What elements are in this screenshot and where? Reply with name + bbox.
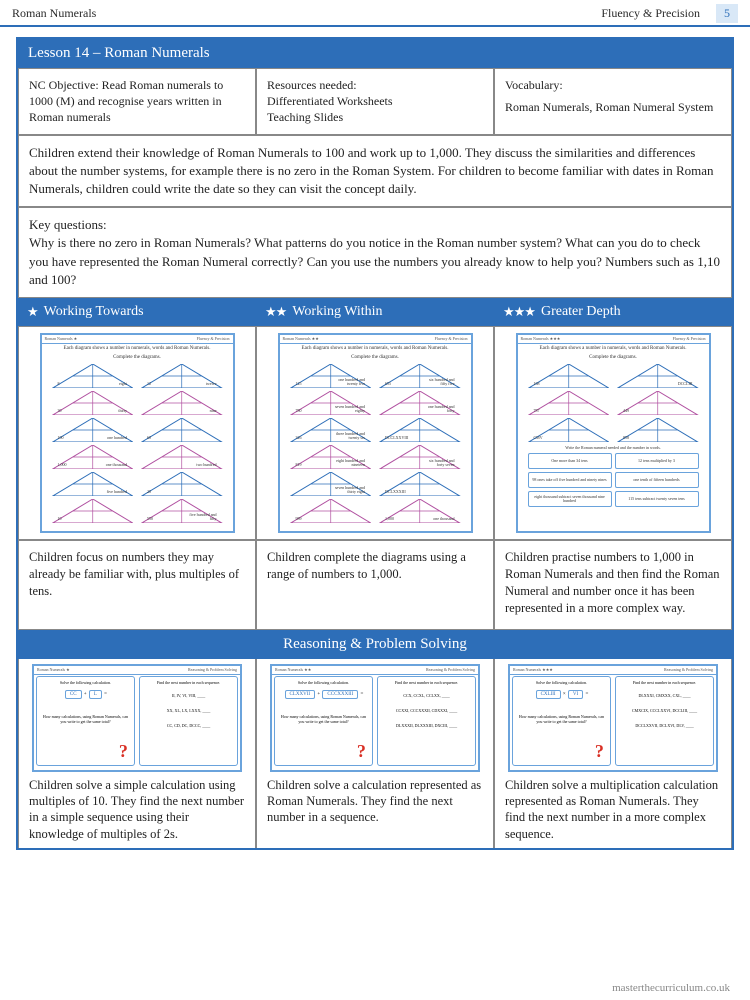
triangle-diagram: 30thirty: [52, 391, 134, 415]
towards-label: Working Towards: [44, 304, 144, 320]
resources-2: Teaching Slides: [267, 109, 483, 125]
triangle-diagram: DCCLXXVIII: [379, 418, 461, 442]
ps-depth: Roman Numerals ★★★Reasoning & Problem So…: [494, 659, 732, 848]
question-mark-icon: ?: [119, 741, 128, 762]
key-questions-cell: Key questions: Why is there no zero in R…: [18, 207, 732, 298]
key-questions-label: Key questions:: [29, 216, 721, 234]
within-desc: Children complete the diagrams using a r…: [256, 540, 494, 630]
desc-row: Children focus on numbers they may alrea…: [18, 540, 732, 630]
triangle-diagram: 1,000one thousand: [52, 445, 134, 469]
within-thumbnail: Roman Numerals ★★Fluency & Precision Eac…: [278, 333, 473, 533]
page: Roman Numerals Fluency & Precision 5 Les…: [0, 0, 750, 1000]
ps-depth-thumb: Roman Numerals ★★★Reasoning & Problem So…: [508, 664, 718, 772]
triangle-diagram: seven hundred and thirty eight: [290, 472, 372, 496]
triangle-diagram: 20: [141, 472, 223, 496]
header-right-text: Fluency & Precision: [601, 6, 700, 21]
triangle-diagram: 168: [528, 364, 610, 388]
triangle-diagram: 12twelve: [141, 364, 223, 388]
top-info-row: NC Objective: Read Roman numerals to 100…: [18, 68, 732, 135]
content-frame: Lesson 14 – Roman Numerals NC Objective:…: [16, 37, 734, 850]
within-thumb-cell: Roman Numerals ★★Fluency & Precision Eac…: [256, 326, 494, 540]
depth-desc: Children practise numbers to 1,000 in Ro…: [494, 540, 732, 630]
resources-1: Differentiated Worksheets: [267, 93, 483, 109]
depth-header: ★★★ Greater Depth: [494, 298, 732, 326]
star-icon: ★★: [265, 304, 286, 320]
triangle-diagram: five hundred: [52, 472, 134, 496]
page-number: 5: [716, 4, 738, 23]
towards-thumb-cell: Roman Numerals ★Fluency & Precision Each…: [18, 326, 256, 540]
vocab-text: Roman Numerals, Roman Numeral System: [505, 99, 721, 115]
depth-thumb-cell: Roman Numerals ★★★Fluency & Precision Ea…: [494, 326, 732, 540]
within-label: Working Within: [292, 304, 382, 320]
lesson-title: Lesson 14 – Roman Numerals: [18, 39, 732, 68]
triangle-diagram: 819eight hundred and nineteen: [290, 445, 372, 469]
depth-box: One more than 34 tens: [528, 453, 612, 469]
question-mark-icon: ?: [595, 741, 604, 762]
resources-cell: Resources needed: Differentiated Workshe…: [256, 68, 494, 135]
depth-box: 98 ones take off five hundred and ninety…: [528, 472, 612, 488]
triangle-diagram: 858: [617, 418, 699, 442]
footer-text: masterthecurriculum.co.uk: [612, 982, 730, 994]
triangle-diagram: 125one hundred and twenty five: [290, 364, 372, 388]
depth-label: Greater Depth: [541, 304, 621, 320]
header-left: Roman Numerals: [12, 6, 96, 21]
triangle-diagram: nine: [141, 391, 223, 415]
ps-within-thumb: Roman Numerals ★★Reasoning & Problem Sol…: [270, 664, 480, 772]
ps-towards: Roman Numerals ★Reasoning & Problem Solv…: [18, 659, 256, 848]
depth-box: 12 tens multiplied by 3: [615, 453, 699, 469]
vocab-cell: Vocabulary: Roman Numerals, Roman Numera…: [494, 68, 732, 135]
triangle-diagram: 449: [617, 391, 699, 415]
vocab-label: Vocabulary:: [505, 77, 721, 93]
ps-within: Roman Numerals ★★Reasoning & Problem Sol…: [256, 659, 494, 848]
triangle-diagram: 100one hundred: [52, 418, 134, 442]
triangle-diagram: 8eight: [52, 364, 134, 388]
resources-label: Resources needed:: [267, 77, 483, 93]
triangle-diagram: 989: [290, 499, 372, 523]
triangle-diagram: six hundred and forty seven: [379, 445, 461, 469]
ps-within-desc: Children solve a calculation represented…: [259, 775, 491, 830]
objective-text: NC Objective: Read Roman numerals to 100…: [29, 77, 245, 126]
question-mark-icon: ?: [357, 741, 366, 762]
ps-towards-desc: Children solve a simple calculation usin…: [21, 775, 253, 846]
ps-row: Roman Numerals ★Reasoning & Problem Solv…: [18, 659, 732, 848]
header-bar: Roman Numerals Fluency & Precision 5: [0, 0, 750, 27]
depth-box: 115 tens subtract twenty seven tens: [615, 491, 699, 507]
triangle-diagram: 10: [52, 499, 134, 523]
triangle-diagram: 326three hundred and twenty six: [290, 418, 372, 442]
triangle-diagram: two hundred: [141, 445, 223, 469]
header-right: Fluency & Precision 5: [601, 4, 738, 23]
towards-header: ★ Working Towards: [18, 298, 256, 326]
reasoning-title: Reasoning & Problem Solving: [18, 630, 732, 659]
triangle-diagram: 60: [141, 418, 223, 442]
triangle-diagram: DCLXXXIII: [379, 472, 461, 496]
star-icon: ★★★: [503, 304, 535, 320]
depth-thumbnail: Roman Numerals ★★★Fluency & Precision Ea…: [516, 333, 711, 533]
key-questions-text: Why is there no zero in Roman Numerals? …: [29, 234, 721, 289]
depth-box: one tenth of fifteen hundreds: [615, 472, 699, 488]
diff-header-row: ★ Working Towards ★★ Working Within ★★★ …: [18, 298, 732, 326]
star-icon: ★: [27, 304, 38, 320]
triangle-diagram: 780seven hundred and eighty: [290, 391, 372, 415]
overview-cell: Children extend their knowledge of Roman…: [18, 135, 732, 208]
triangle-diagram: 655six hundred and fifty five: [379, 364, 461, 388]
triangle-diagram: 787: [528, 391, 610, 415]
ps-depth-desc: Children solve a multiplication calculat…: [497, 775, 729, 846]
triangle-diagram: DCCLIII: [617, 364, 699, 388]
ps-towards-thumb: Roman Numerals ★Reasoning & Problem Solv…: [32, 664, 242, 772]
objective-cell: NC Objective: Read Roman numerals to 100…: [18, 68, 256, 135]
triangle-diagram: 550five hundred and fifty: [141, 499, 223, 523]
within-header: ★★ Working Within: [256, 298, 494, 326]
triangle-diagram: one hundred and forty: [379, 391, 461, 415]
worksheet-thumbs-row: Roman Numerals ★Fluency & Precision Each…: [18, 326, 732, 540]
depth-box: eight thousand subtract seven thousand n…: [528, 491, 612, 507]
towards-desc: Children focus on numbers they may alrea…: [18, 540, 256, 630]
triangle-diagram: 1,000one thousand: [379, 499, 461, 523]
towards-thumbnail: Roman Numerals ★Fluency & Precision Each…: [40, 333, 235, 533]
triangle-diagram: CMV: [528, 418, 610, 442]
